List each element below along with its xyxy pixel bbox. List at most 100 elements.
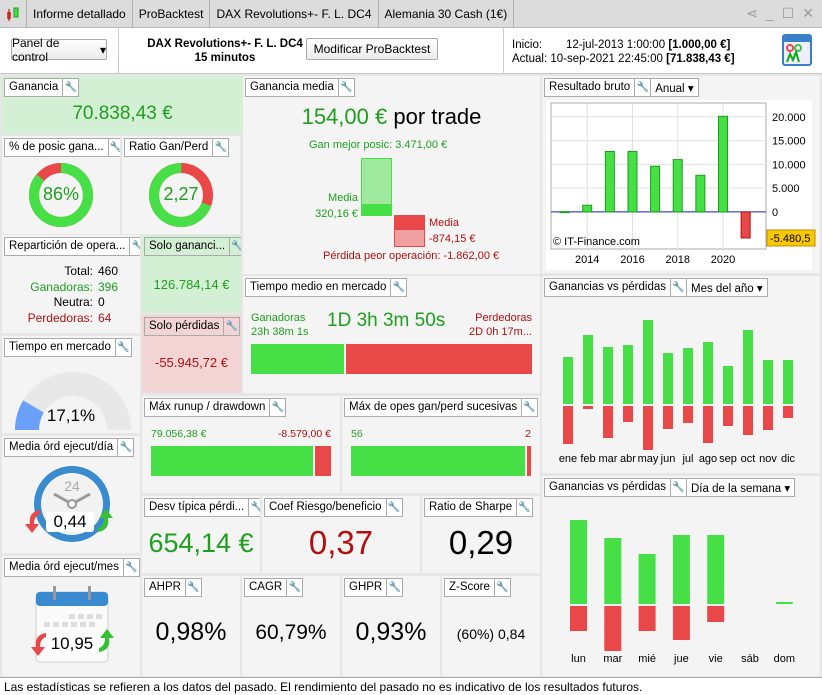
bar-2015 — [604, 151, 615, 213]
solo-perdidas-value: -55.945,72 € — [154, 355, 228, 370]
panel-title: CAGR — [249, 581, 283, 593]
panel-title: Ratio de Sharpe — [429, 501, 513, 513]
zscore-value: (60%) 0,84 — [456, 626, 526, 642]
wrench-icon[interactable]: 🔧 — [229, 238, 241, 255]
panel-title: Tiempo medio en mercado — [250, 281, 387, 293]
panel-title: Máx de opes gan/perd sucesivas — [349, 401, 518, 413]
period-dropdown[interactable]: Día de la semana ▾ — [685, 479, 794, 496]
modify-probacktest-button[interactable]: Modificar ProBacktest — [306, 38, 438, 60]
wrench-icon[interactable]: 🔧 — [516, 499, 532, 516]
panel-tiempo-mercado: Tiempo en mercado 🔧 17,1% — [2, 336, 140, 433]
ord-mes-value: 10,95 — [48, 634, 96, 654]
wrench-icon[interactable]: 🔧 — [122, 559, 139, 576]
current-capital: [71.838,43 €] — [666, 53, 735, 65]
best-trade: Gan mejor posic: 3.471,00 € — [309, 139, 448, 151]
ord-dia-value: 0,44 — [46, 512, 94, 532]
panel-tag: Ganancia 🔧 — [4, 78, 80, 97]
start-date: 12-jul-2013 1:00:00 — [566, 39, 666, 51]
category-label: oct — [741, 453, 756, 465]
wrench-icon[interactable]: 🔧 — [386, 579, 402, 596]
x-tick-label: 2014 — [575, 254, 599, 266]
wrench-icon[interactable]: 🔧 — [184, 579, 201, 596]
wrench-icon[interactable]: 🔧 — [212, 139, 228, 156]
wrench-icon[interactable]: 🔧 — [669, 479, 686, 496]
wrench-icon[interactable]: 🔧 — [521, 399, 537, 416]
avg-win-label: Media — [328, 192, 358, 204]
panel-select-label: Panel de control — [12, 35, 60, 64]
header: Panel de control ▾ DAX Revolutions+- F. … — [0, 28, 822, 74]
panel-select[interactable]: Panel de control ▾ — [11, 35, 107, 64]
wrench-icon[interactable]: 🔧 — [223, 318, 239, 335]
wrench-icon[interactable]: 🔧 — [269, 399, 285, 416]
tab-probacktest[interactable]: ProBacktest — [133, 0, 211, 28]
category-label: ago — [699, 453, 717, 465]
bar-2018 — [672, 159, 683, 213]
consec-loss: 2 — [525, 428, 531, 440]
last-value-label: -5.480,5 — [770, 233, 810, 245]
category-label: sáb — [741, 653, 759, 665]
avg-gain-value: 154,00 € — [301, 104, 388, 129]
tab-system[interactable]: DAX Revolutions+- F. L. DC4 — [210, 0, 379, 28]
panel-title: % de posic gana... — [9, 141, 104, 153]
consec-win-fill — [351, 446, 525, 476]
panel-desv: Desv típica pérdi... 🔧 654,14 € — [142, 496, 260, 573]
wrench-icon[interactable]: 🔧 — [286, 579, 302, 596]
loss-bar-nov — [763, 406, 773, 430]
panel-title: Ganancia media — [250, 81, 334, 93]
period-dropdown[interactable]: Anual ▾ — [650, 79, 697, 96]
minimize-icon[interactable]: _ — [765, 5, 774, 21]
current-label: Actual: — [512, 53, 548, 65]
loss-bar-jul — [683, 406, 693, 423]
period-dropdown[interactable]: Mes del año ▾ — [685, 279, 767, 296]
consec-win: 56 — [351, 428, 363, 440]
period-label: Mes del año — [690, 283, 754, 295]
wrench-icon[interactable]: 🔧 — [669, 279, 686, 296]
market-time-value: 17,1% — [46, 406, 96, 425]
panel-tiempo-medio: Tiempo medio en mercado 🔧 Ganadoras 23h 38… — [243, 276, 540, 393]
wrench-icon[interactable]: 🔧 — [390, 279, 406, 296]
category-label: jul — [681, 453, 693, 465]
pct-value: 86% — [42, 184, 80, 204]
share-icon[interactable]: ⋖ — [746, 5, 758, 21]
panel-tag: Máx de opes gan/perd sucesivas 🔧 — [344, 398, 539, 417]
wrench-icon[interactable]: 🔧 — [337, 79, 354, 96]
wrench-icon[interactable]: 🔧 — [493, 579, 510, 596]
wrench-icon[interactable]: 🔧 — [385, 499, 402, 516]
bar-2016 — [627, 151, 638, 213]
panel-cagr: CAGR 🔧 60,79% — [242, 576, 340, 676]
x-tick-label: 2016 — [620, 254, 644, 266]
panel-pct-ganadoras: % de posic gana... 🔧 86% — [2, 136, 120, 234]
loss-bar-jun — [663, 406, 673, 429]
loss-time-value: 2D 0h 17m... — [469, 326, 532, 338]
close-icon[interactable]: ✕ — [802, 5, 814, 21]
gain-bar-mar — [604, 538, 622, 604]
panel-tag: Solo gananci... 🔧 — [144, 237, 241, 256]
bar-2017 — [650, 165, 661, 213]
wrench-icon[interactable]: 🔧 — [107, 139, 120, 156]
category-label: dic — [781, 453, 796, 465]
wrench-icon[interactable]: 🔧 — [117, 439, 133, 456]
win-time-value: 23h 38m 1s — [251, 326, 309, 338]
wrench-icon[interactable]: 🔧 — [129, 238, 140, 255]
maximize-icon[interactable]: ☐ — [781, 5, 795, 21]
tab-informe[interactable]: Informe detallado — [27, 0, 133, 28]
bar-2021 — [740, 211, 751, 239]
panel-consecutive: Máx de opes gan/perd sucesivas 🔧 56 2 — [342, 396, 540, 493]
arrow-down-red-icon — [31, 633, 46, 656]
gain-bar-mié — [638, 554, 656, 604]
neutral-value: 0 — [98, 295, 105, 309]
ratio-value: 2,27 — [163, 184, 199, 204]
tab-instrument[interactable]: Alemania 30 Cash (1€) — [379, 0, 515, 28]
gauge-fill — [15, 400, 44, 430]
ganancia-value: 70.838,43 € — [72, 103, 173, 124]
wrench-icon[interactable]: 🔧 — [62, 79, 78, 96]
report-settings-icon[interactable] — [782, 34, 812, 66]
wrench-icon[interactable]: 🔧 — [114, 339, 131, 356]
category-label: vie — [709, 653, 723, 665]
panel-ord-mes: Media órd ejecut/mes 🔧 10,95 — [2, 556, 140, 676]
panel-title: Ratio Gan/Perd — [129, 141, 209, 153]
ghpr-value: 0,93% — [355, 618, 427, 646]
wrench-icon[interactable]: 🔧 — [634, 79, 650, 96]
wrench-icon[interactable]: 🔧 — [248, 499, 260, 516]
watermark: © IT-Finance.com — [553, 236, 640, 248]
